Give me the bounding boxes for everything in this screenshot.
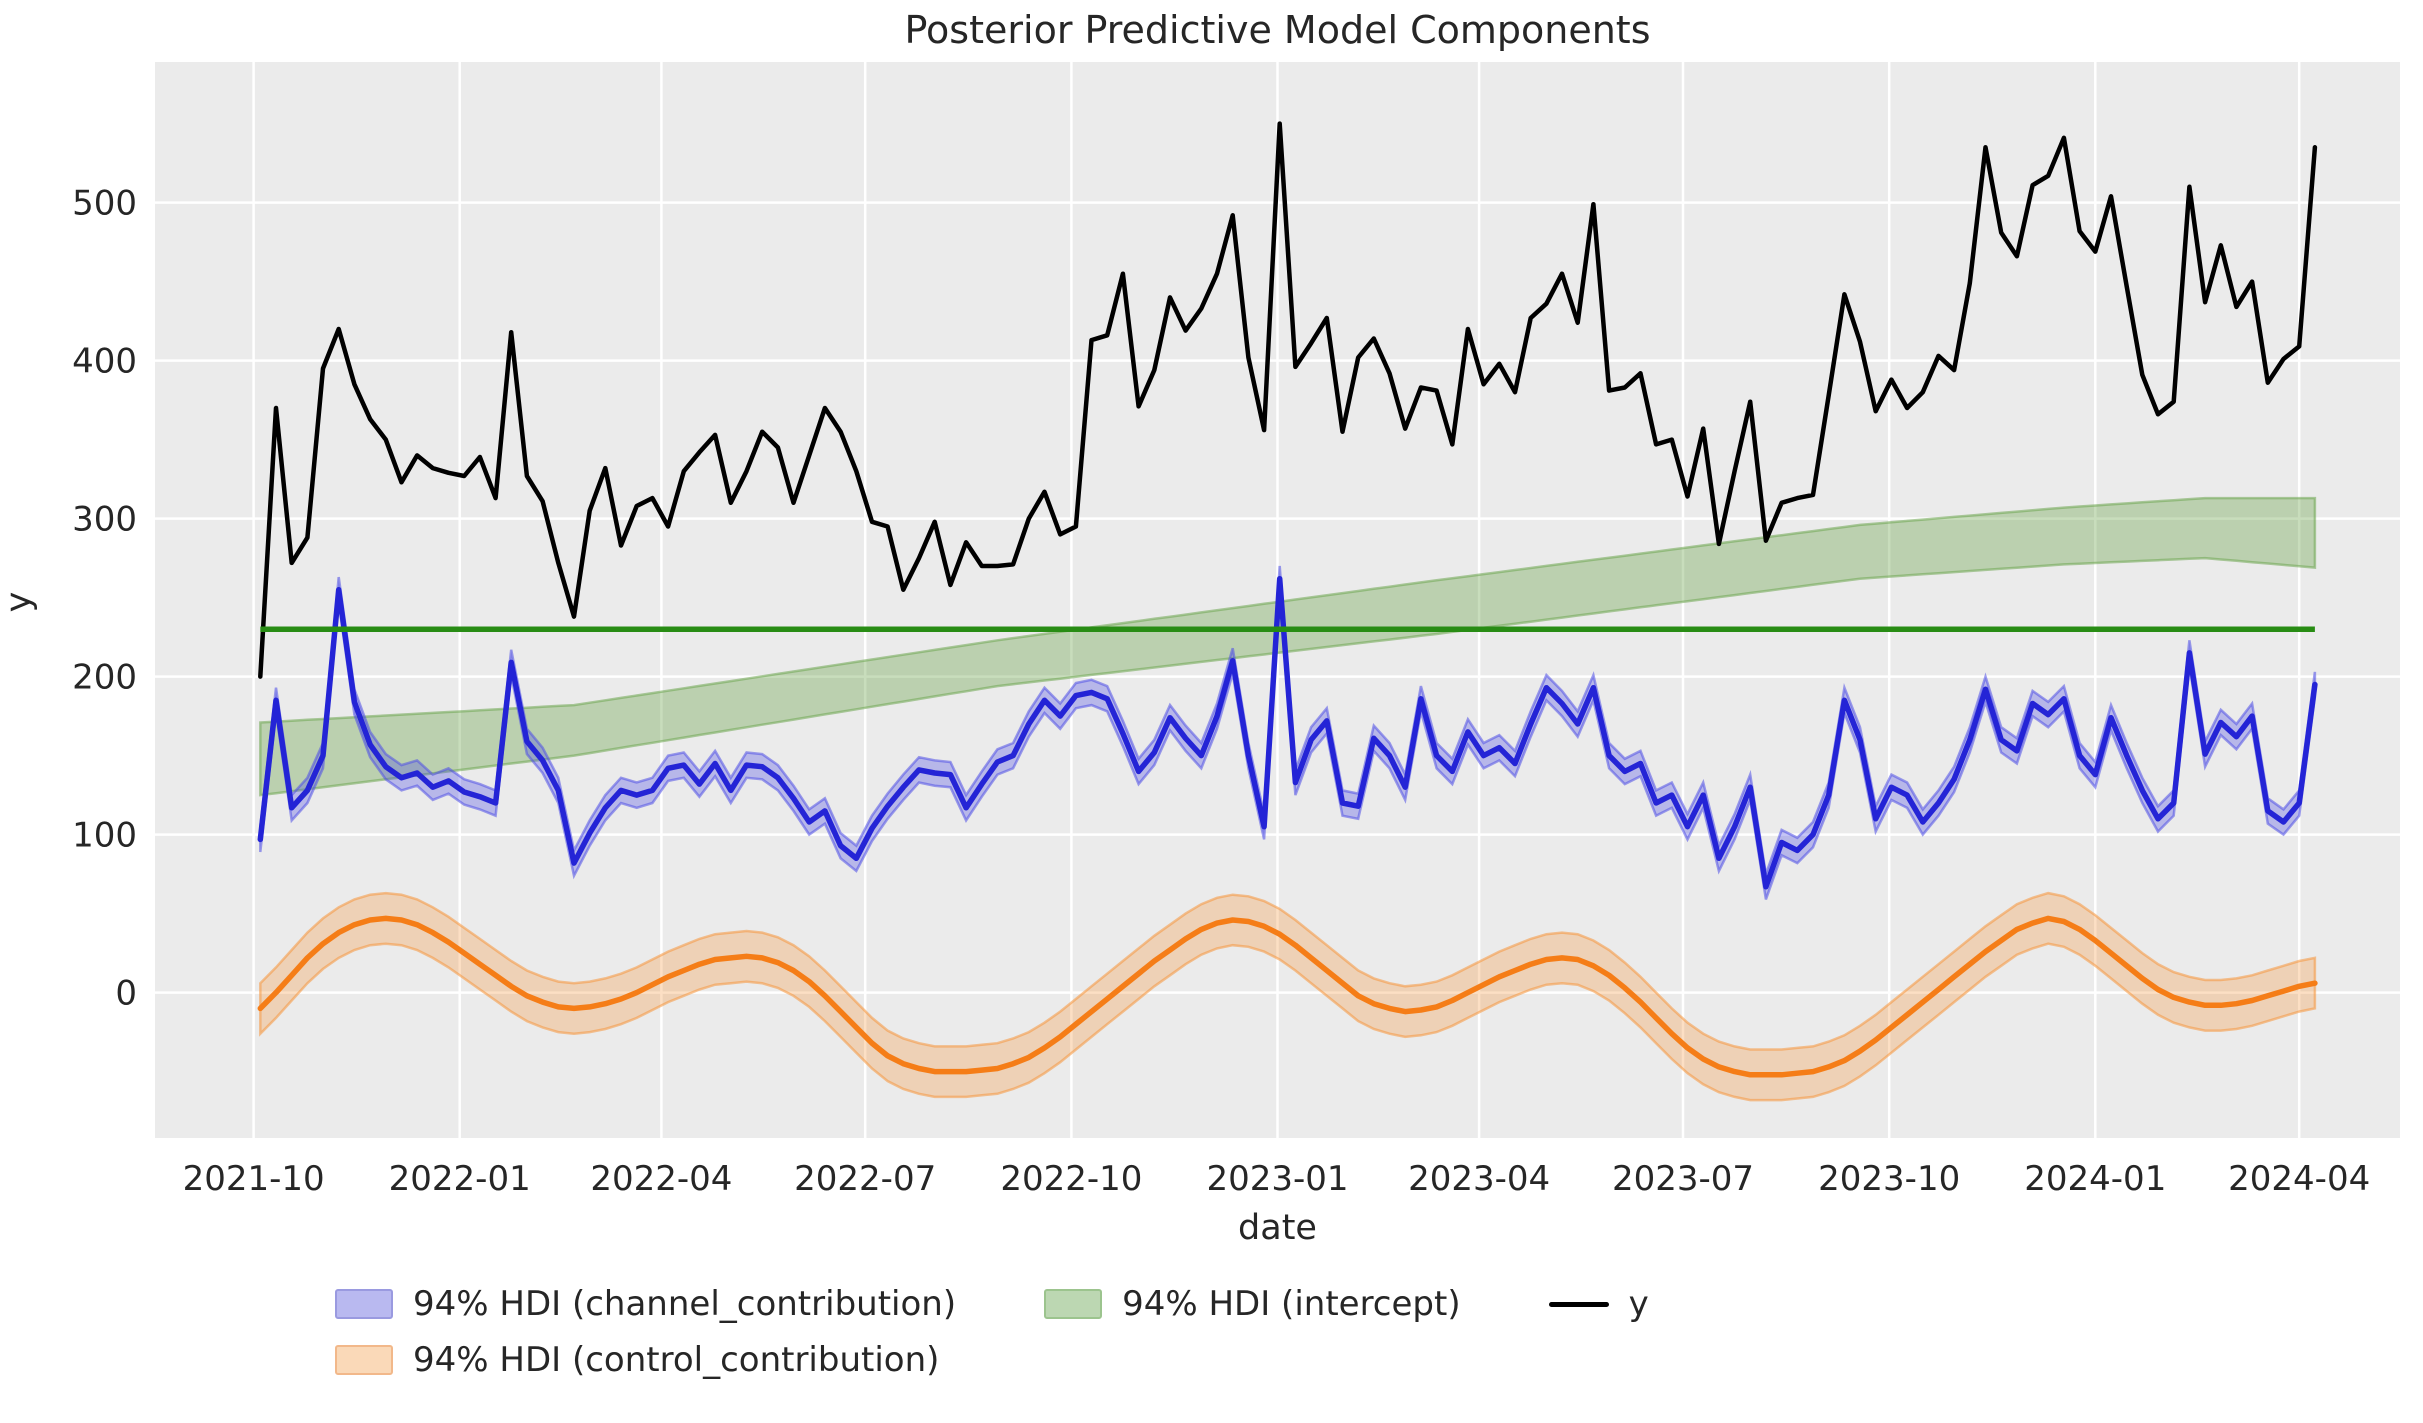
channel-hdi-patch-icon bbox=[335, 1289, 393, 1319]
legend-item-channel-hdi: 94% HDI (channel_contribution) bbox=[335, 1284, 956, 1324]
y-tick-label: 400 bbox=[72, 342, 137, 382]
legend-item-y: y bbox=[1548, 1284, 1649, 1324]
x-tick-label: 2021-10 bbox=[183, 1159, 325, 1199]
intercept-hdi-patch-icon bbox=[1044, 1289, 1103, 1319]
legend-item-control-hdi: 94% HDI (control_contribution) bbox=[335, 1340, 956, 1380]
legend-label-intercept-hdi: 94% HDI (intercept) bbox=[1122, 1284, 1461, 1324]
y-axis-label: y bbox=[0, 591, 39, 613]
legend-item-intercept-hdi: 94% HDI (intercept) bbox=[1044, 1284, 1461, 1324]
x-tick-label: 2022-10 bbox=[1000, 1159, 1142, 1199]
legend-label-control-hdi: 94% HDI (control_contribution) bbox=[413, 1340, 940, 1380]
control-hdi-band bbox=[259, 891, 2317, 1102]
control-hdi-patch-icon bbox=[335, 1345, 393, 1375]
x-tick-label: 2022-04 bbox=[590, 1159, 732, 1199]
x-tick-label: 2023-10 bbox=[1818, 1159, 1960, 1199]
legend: 94% HDI (channel_contribution) 94% HDI (… bbox=[335, 1284, 1649, 1380]
x-tick-label: 2024-01 bbox=[2024, 1159, 2166, 1199]
y-tick-label: 300 bbox=[72, 500, 137, 540]
chart-title: Posterior Predictive Model Components bbox=[904, 8, 1651, 52]
y-tick-label: 0 bbox=[115, 974, 137, 1014]
x-tick-label: 2023-07 bbox=[1612, 1159, 1754, 1199]
y-line-icon bbox=[1548, 1301, 1609, 1307]
control-mean-line bbox=[257, 915, 2318, 1078]
x-tick-label: 2023-01 bbox=[1206, 1159, 1348, 1199]
y-tick-label: 100 bbox=[72, 816, 137, 856]
legend-label-channel-hdi: 94% HDI (channel_contribution) bbox=[413, 1284, 957, 1324]
y-tick-label: 200 bbox=[72, 658, 137, 698]
y-series-line bbox=[258, 121, 2318, 679]
x-tick-label: 2024-04 bbox=[2228, 1159, 2370, 1199]
legend-label-y: y bbox=[1628, 1284, 1649, 1324]
y-tick-label: 500 bbox=[72, 184, 137, 224]
x-tick-label: 2022-07 bbox=[794, 1159, 936, 1199]
channel-mean-line bbox=[257, 575, 2318, 890]
x-tick-label: 2022-01 bbox=[389, 1159, 531, 1199]
x-axis-label: date bbox=[1238, 1208, 1317, 1248]
x-tick-label: 2023-04 bbox=[1408, 1159, 1550, 1199]
